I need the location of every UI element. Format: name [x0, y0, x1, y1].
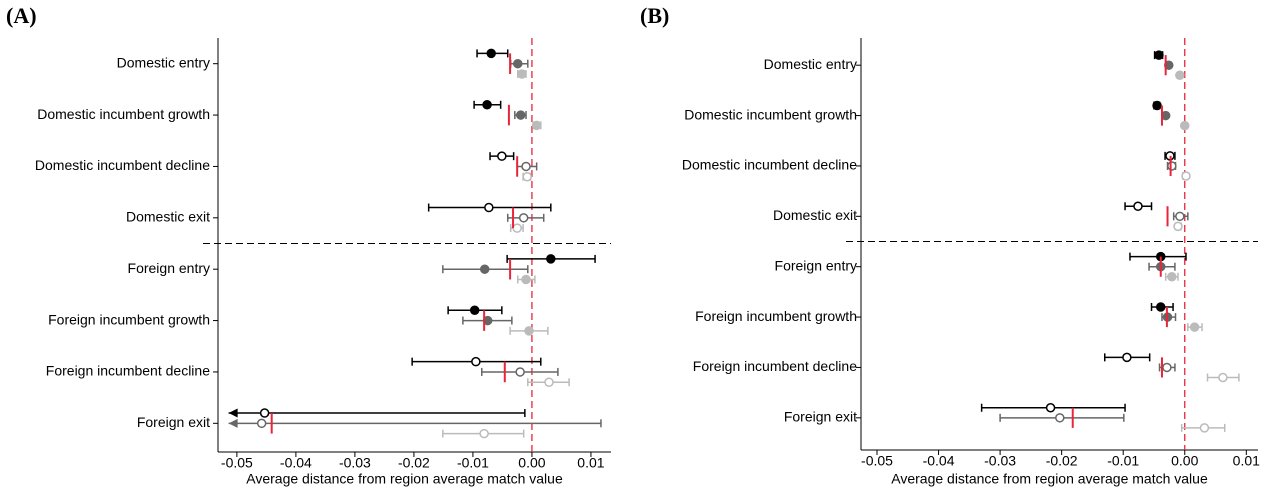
estimate-marker [1189, 322, 1200, 332]
estimate-marker [524, 326, 534, 336]
x-tick-label: -0.02 [1046, 453, 1078, 469]
estimate-marker [1152, 100, 1162, 111]
estimate-marker [1180, 120, 1190, 131]
estimate-marker [486, 48, 496, 59]
estimate-marker [1122, 352, 1132, 363]
estimate-marker [1167, 272, 1177, 282]
estimate-marker [1133, 201, 1143, 211]
estimate-marker [1162, 362, 1172, 373]
category-label: Domestic entry [117, 54, 210, 70]
estimate-marker [256, 418, 267, 429]
category-label: Foreign entry [128, 260, 210, 276]
estimate-marker [512, 223, 522, 233]
estimate-marker [469, 305, 480, 316]
x-tick-label: -0.03 [984, 453, 1016, 469]
x-tick-label: 0.00 [518, 455, 545, 471]
estimate-marker [1173, 221, 1183, 232]
category-label: Domestic exit [773, 207, 857, 223]
estimate-marker [546, 254, 556, 264]
category-label: Domestic incumbent decline [35, 157, 210, 173]
estimate-marker [1154, 50, 1164, 60]
estimate-marker [513, 58, 523, 69]
x-tick-label: -0.02 [398, 455, 430, 471]
estimate-marker [1199, 423, 1210, 433]
panel-label: (B) [640, 3, 669, 28]
category-label: Foreign incumbent growth [695, 308, 857, 324]
x-axis-label: Average distance from region average mat… [246, 471, 563, 487]
estimate-marker [1055, 413, 1065, 423]
estimate-marker [484, 202, 494, 213]
x-axis-label: Average distance from region average mat… [891, 471, 1208, 487]
estimate-marker [1175, 70, 1185, 81]
category-label: Domestic incumbent growth [684, 106, 857, 122]
category-label: Foreign incumbent decline [693, 358, 857, 374]
estimate-marker [518, 213, 529, 223]
x-tick-label: -0.04 [923, 453, 955, 469]
estimate-marker [1045, 402, 1056, 413]
x-tick-label: -0.01 [1107, 453, 1139, 469]
x-tick-label: -0.01 [457, 455, 489, 471]
estimate-marker [515, 367, 525, 377]
category-label: Foreign incumbent growth [48, 311, 210, 327]
estimate-marker [521, 274, 531, 285]
estimate-marker [259, 408, 270, 418]
category-label: Domestic incumbent decline [682, 157, 857, 173]
estimate-marker [1167, 161, 1177, 171]
estimate-marker [479, 428, 489, 439]
estimate-marker [544, 377, 554, 387]
category-label: Domestic incumbent growth [37, 106, 210, 122]
estimate-marker [471, 356, 481, 367]
estimate-marker [482, 100, 492, 110]
error-arrow [228, 418, 238, 428]
estimate-marker [1218, 372, 1228, 383]
estimate-marker [521, 161, 531, 172]
x-tick-label: -0.05 [861, 453, 893, 469]
category-label: Domestic entry [764, 56, 857, 72]
estimate-marker [479, 264, 490, 274]
estimate-marker [497, 151, 507, 161]
error-arrow [228, 408, 238, 418]
estimate-marker [1181, 171, 1191, 181]
x-tick-label: 0.01 [577, 455, 604, 471]
panel-label: (A) [6, 3, 37, 28]
x-tick-label: -0.05 [221, 455, 253, 471]
x-tick-label: 0.00 [1171, 453, 1198, 469]
estimate-marker [515, 110, 526, 120]
x-tick-label: -0.03 [339, 455, 371, 471]
estimate-marker [1175, 211, 1185, 222]
category-label: Foreign exit [784, 409, 857, 425]
x-tick-label: -0.04 [280, 455, 312, 471]
category-label: Foreign incumbent decline [46, 363, 210, 379]
estimate-marker [522, 171, 532, 182]
estimate-marker [1156, 302, 1166, 312]
category-label: Foreign exit [137, 414, 210, 430]
estimate-marker [531, 120, 542, 131]
category-label: Foreign entry [775, 257, 857, 273]
category-label: Domestic exit [126, 209, 210, 225]
x-tick-label: 0.01 [1233, 453, 1260, 469]
estimate-marker [517, 69, 527, 79]
